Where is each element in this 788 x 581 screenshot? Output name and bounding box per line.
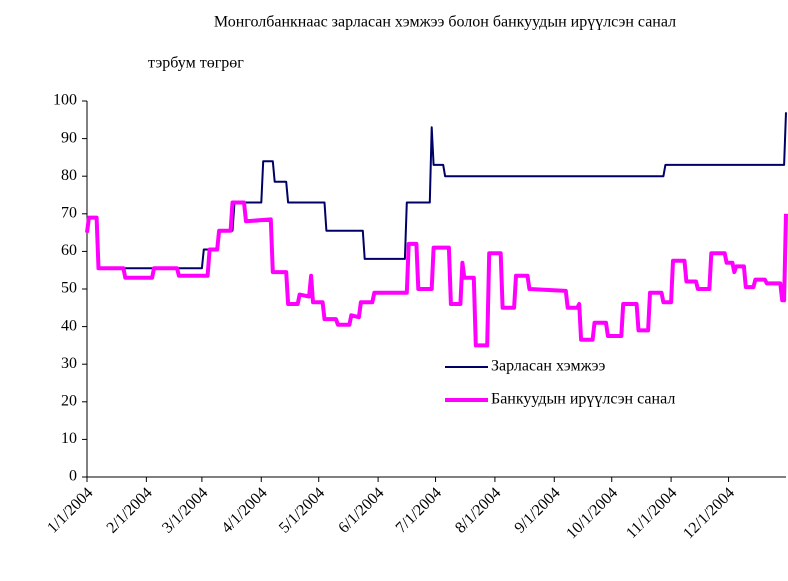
x-tick-label: 1/1/2004: [44, 484, 96, 536]
y-tick-label: 60: [61, 242, 77, 259]
y-tick-label: 0: [69, 468, 77, 485]
y-tick-label: 30: [61, 355, 77, 372]
y-tick-label: 70: [61, 204, 77, 221]
x-tick-label: 2/1/2004: [104, 484, 156, 536]
y-tick-label: 40: [61, 317, 77, 334]
legend-label: Зарласан хэмжээ: [491, 358, 606, 375]
series-line: [96, 112, 787, 270]
y-tick-label: 20: [61, 392, 77, 409]
chart-subtitle: тэрбум төгрөг: [148, 55, 244, 72]
x-tick-label: 6/1/2004: [335, 484, 387, 536]
y-tick-label: 80: [61, 167, 77, 184]
chart-title: Монголбанкнаас зарласан хэмжээ болон бан…: [214, 14, 676, 31]
x-tick-label: 7/1/2004: [393, 484, 445, 536]
x-tick-label: 12/1/2004: [680, 484, 738, 542]
y-tick-label: 90: [61, 129, 77, 146]
x-tick-label: 8/1/2004: [452, 484, 504, 536]
x-tick-label: 4/1/2004: [218, 484, 270, 536]
y-tick-label: 100: [53, 92, 77, 109]
x-tick-label: 9/1/2004: [511, 484, 563, 536]
y-tick-label: 50: [61, 280, 77, 297]
x-tick-label: 3/1/2004: [159, 484, 211, 536]
y-tick-label: 10: [61, 430, 77, 447]
series-line: [85, 200, 788, 348]
x-tick-label: 11/1/2004: [623, 484, 680, 541]
legend-label: Банкуудын ирүүлсэн санал: [491, 391, 675, 408]
x-tick-label: 10/1/2004: [563, 484, 621, 542]
x-tick-label: 5/1/2004: [276, 484, 328, 536]
